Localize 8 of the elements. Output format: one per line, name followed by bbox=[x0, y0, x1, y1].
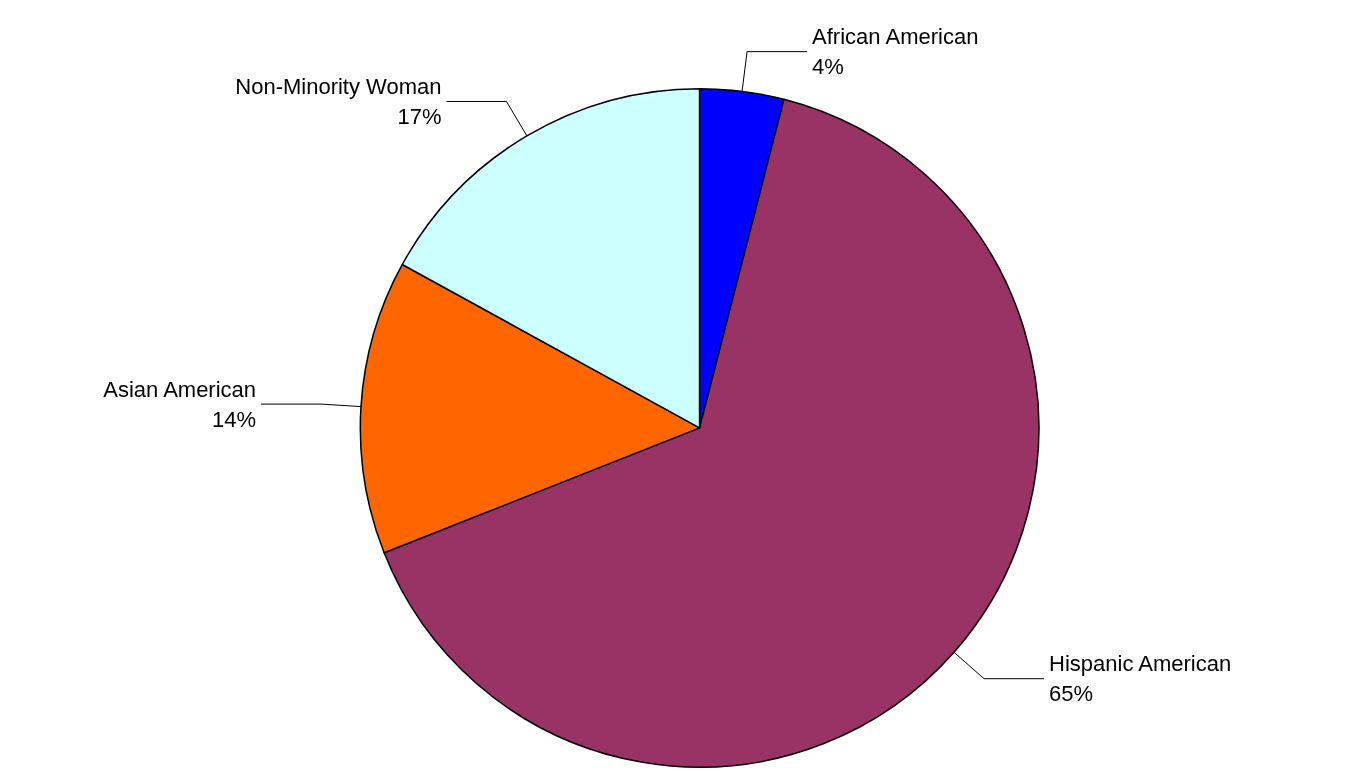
data-label: 4% bbox=[812, 54, 844, 80]
slice-label: African American bbox=[812, 24, 979, 50]
data-label: 17% bbox=[397, 103, 442, 129]
data-label: 14% bbox=[212, 406, 257, 432]
data-label: 65% bbox=[1049, 681, 1094, 707]
slice-label: Non-Minority Woman bbox=[235, 73, 442, 99]
slice-label: Hispanic American bbox=[1049, 651, 1232, 677]
slice-label: Asian American bbox=[103, 376, 257, 402]
